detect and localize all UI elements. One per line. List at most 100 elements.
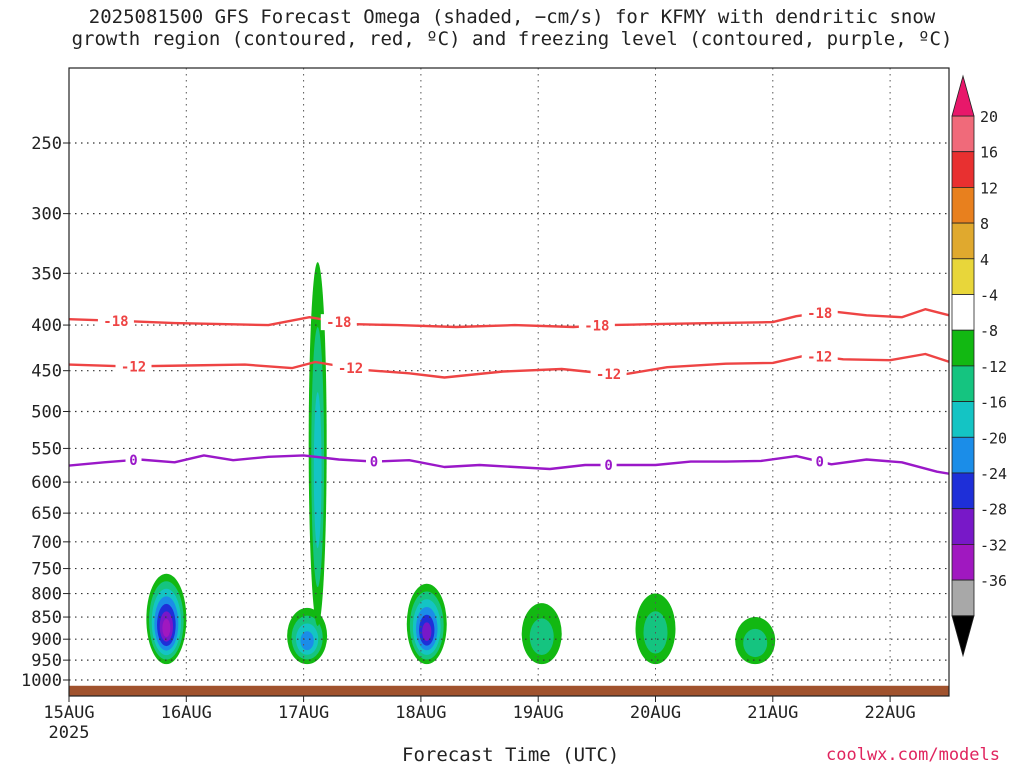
contour-label--18-0: -18 (103, 314, 128, 330)
ground-layer (69, 685, 949, 696)
contour-label--18-3: -18 (807, 306, 832, 322)
y-tick-label-350: 350 (31, 264, 62, 284)
colorbar-label-4: 4 (980, 251, 989, 269)
colorbar-label-13: -36 (980, 572, 1007, 590)
y-tick-label-400: 400 (31, 316, 62, 336)
x-axis-label: Forecast Time (UTC) (402, 744, 620, 766)
y-tick-label-550: 550 (31, 439, 62, 459)
contour-label-bg-0-0 (125, 451, 142, 468)
colorbar-swatch-0 (951, 115, 975, 153)
omega-core-4-level-2 (529, 618, 554, 656)
y-tick-label-850: 850 (31, 608, 62, 628)
colorbar-label-6: -8 (980, 322, 998, 340)
contour-label-bg--18-2 (578, 317, 615, 334)
colorbar-label-9: -20 (980, 429, 1007, 447)
colorbar-swatch-12 (951, 544, 975, 581)
y-tick-label-950: 950 (31, 651, 62, 671)
contour-label-0-0: 0 (129, 453, 137, 469)
contour-label-bg--18-3 (801, 304, 838, 321)
contour-label--18-2: -18 (584, 319, 609, 335)
omega-core-3-level-6 (422, 622, 432, 641)
x-year-label: 2025 (49, 723, 90, 743)
y-tick-label-1000: 1000 (21, 671, 62, 691)
chart-title: 2025081500 GFS Forecast Omega (shaded, −… (88, 6, 936, 28)
colorbar-label-3: 8 (980, 215, 989, 233)
colorbar-swatch-13 (951, 579, 975, 617)
contour-label-bg-0-1 (365, 453, 382, 470)
contour-line--18 (69, 308, 949, 329)
contour-label--12-3: -12 (807, 349, 832, 365)
colorbar-swatch-7 (951, 365, 975, 402)
y-tick-label-300: 300 (31, 205, 62, 225)
x-tick-label-22AUG: 22AUG (865, 703, 916, 723)
plot-area (69, 68, 949, 696)
contour-label-bg--12-2 (590, 365, 627, 382)
colorbar-swatch-5 (951, 294, 975, 331)
y-tick-label-800: 800 (31, 585, 62, 605)
y-tick-label-650: 650 (31, 504, 62, 524)
x-tick-label-21AUG: 21AUG (747, 703, 798, 723)
colorbar-label-12: -32 (980, 536, 1007, 554)
omega-core-0-level-7 (162, 618, 171, 638)
omega-shading (146, 262, 776, 665)
colorbar-swatch-11 (951, 508, 975, 545)
plot-background (69, 68, 949, 696)
contour-label-bg--12-1 (332, 359, 369, 376)
omega-core-1-level-4 (300, 631, 314, 651)
omega-core-6-level-2 (743, 628, 768, 658)
credit-link[interactable]: coolwx.com/models (826, 745, 1000, 765)
colorbar-label-8: -16 (980, 394, 1007, 412)
x-tick-label-18AUG: 18AUG (395, 703, 446, 723)
y-tick-label-600: 600 (31, 473, 62, 493)
colorbar-bottom-arrow (951, 615, 975, 658)
y-tick-label-450: 450 (31, 362, 62, 382)
contour-label-bg--12-0 (115, 358, 152, 375)
colorbar-swatch-1 (951, 151, 975, 188)
colorbar-label-10: -24 (980, 465, 1007, 483)
y-tick-label-750: 750 (31, 560, 62, 580)
axes: 2503003504004505005506006507007508008509… (21, 67, 950, 743)
contour-label--18-1: -18 (326, 315, 351, 331)
colorbar-label-5: -4 (980, 287, 998, 305)
contour-label-bg--12-3 (801, 348, 838, 365)
colorbar-swatch-2 (951, 186, 975, 224)
colorbar-swatch-10 (951, 472, 975, 510)
chart-subtitle: growth region (contoured, red, ºC) and f… (71, 28, 953, 50)
colorbar: 20 16 12 8 4 -4 -8 -12 -16 -20 -24 -28 -32 -36 (951, 74, 1007, 658)
contour-lines: -18 -18 -18 -18 -12 -12 -12 -12 0 0 0 0 (69, 304, 949, 475)
contour-label-0-3: 0 (816, 455, 824, 471)
x-tick-label-16AUG: 16AUG (161, 703, 212, 723)
colorbar-swatch-8 (951, 401, 975, 438)
colorbar-top-arrow (951, 74, 975, 117)
contour-label-0-1: 0 (370, 455, 378, 471)
contour-label-0-2: 0 (604, 458, 612, 474)
colorbar-swatch-3 (951, 222, 975, 260)
colorbar-label-0: 20 (980, 108, 998, 126)
contour-label--12-0: -12 (121, 359, 146, 375)
colorbar-swatch-9 (951, 436, 975, 474)
colorbar-label-11: -28 (980, 501, 1007, 519)
contour-label--12-2: -12 (596, 367, 621, 383)
x-tick-label-19AUG: 19AUG (513, 703, 564, 723)
colorbar-label-2: 12 (980, 179, 998, 197)
contour-label--12-1: -12 (338, 361, 363, 377)
x-tick-label-17AUG: 17AUG (278, 703, 329, 723)
contour-label-bg-0-2 (600, 456, 617, 473)
y-tick-label-250: 250 (31, 134, 62, 154)
colorbar-swatch-6 (951, 329, 975, 367)
y-tick-label-500: 500 (31, 403, 62, 423)
y-tick-label-700: 700 (31, 533, 62, 553)
y-tick-label-900: 900 (31, 630, 62, 650)
omega-core-2-level-3 (313, 392, 322, 549)
colorbar-swatch-4 (951, 258, 975, 295)
contour-label-bg-0-3 (811, 453, 828, 470)
plot-frame (68, 67, 950, 697)
ground-fill (69, 685, 949, 696)
grid-lines (69, 68, 949, 696)
colorbar-label-1: 16 (980, 144, 998, 162)
contour-label-bg--18-0 (97, 312, 134, 329)
contour-label-bg--18-1 (320, 314, 357, 331)
colorbar-label-7: -12 (980, 358, 1007, 376)
x-tick-label-15AUG: 15AUG (43, 703, 94, 723)
